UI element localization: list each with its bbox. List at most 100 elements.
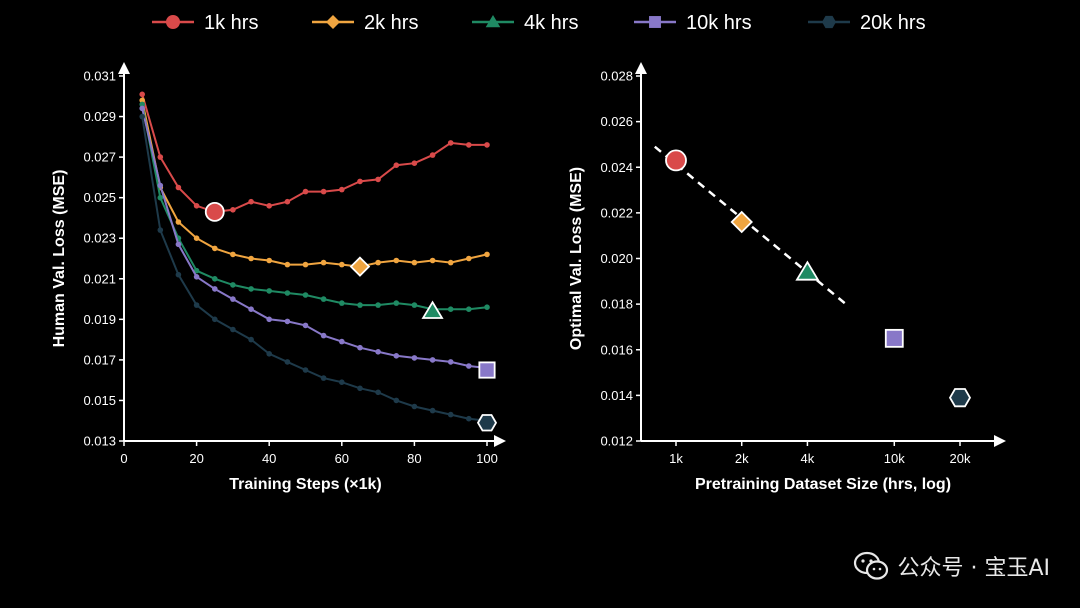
y-tick-label: 0.026 [600, 114, 633, 129]
data-point [320, 296, 327, 302]
data-point [284, 290, 291, 296]
data-point [157, 154, 164, 160]
y-tick-label: 0.017 [83, 352, 116, 367]
data-point [429, 407, 436, 414]
data-point [230, 282, 236, 288]
x-tick-label: 10k [884, 451, 905, 466]
y-tick-label: 0.023 [83, 231, 116, 246]
data-point [411, 259, 418, 266]
data-point [212, 276, 218, 282]
data-point [447, 411, 454, 418]
circle-icon [166, 15, 180, 29]
data-point [230, 296, 236, 302]
y-tick-label: 0.024 [600, 160, 633, 175]
data-point [320, 259, 327, 266]
chart-optimal-loss: 0.012 0.014 0.016 0.018 0.020 0.022 0.024 0.026… [568, 62, 1006, 493]
data-point [484, 304, 490, 311]
x-tick-label: 80 [407, 451, 421, 466]
legend-label: 4k hrs [524, 12, 578, 34]
data-point [411, 355, 418, 361]
data-point [175, 219, 182, 225]
optimum-marker [204, 201, 225, 222]
data-point [302, 261, 309, 268]
data-point [139, 101, 145, 108]
data-point [230, 251, 236, 258]
x-tick-label: 40 [262, 451, 276, 466]
x-axis-arrow [494, 435, 506, 447]
data-point [175, 241, 182, 248]
legend: 1k hrs 2k hrs 4k hrs 10k hrs 20k hrs [152, 12, 926, 34]
data-point [466, 306, 472, 313]
data-point [466, 142, 472, 148]
data-point [320, 375, 327, 381]
optimum-marker [478, 361, 496, 379]
data-point [429, 152, 436, 158]
optimum-marker [476, 414, 498, 432]
series-1k-hrs [139, 91, 490, 222]
data-point [447, 306, 454, 313]
data-point [411, 302, 418, 308]
x-axis-title: Training Steps (×1k) [229, 476, 381, 493]
data-point [429, 357, 436, 363]
y-tick-label: 0.020 [600, 251, 633, 266]
data-point [411, 403, 418, 410]
x-tick-label: 100 [476, 451, 498, 466]
data-point [375, 176, 381, 183]
x-tick-label: 2k [735, 451, 749, 466]
y-tick-label: 0.013 [83, 434, 116, 449]
data-point [284, 359, 291, 365]
data-point [266, 257, 273, 264]
y-tick-label: 0.031 [83, 69, 116, 84]
triangle-icon [485, 15, 501, 28]
data-point [466, 363, 472, 369]
data-point [339, 186, 345, 193]
series-10k-hrs [139, 105, 496, 379]
chart-training-loss: 0.013 0.015 0.017 0.019 0.021 0.023 0.025 0.027… [51, 62, 506, 493]
data-point [230, 326, 236, 333]
y-axis-arrow [635, 62, 647, 74]
y-tick-label: 0.018 [600, 297, 633, 312]
data-point [193, 235, 200, 241]
data-point [393, 353, 400, 359]
data-point [248, 336, 254, 343]
wechat-icon [854, 551, 889, 580]
data-point [157, 227, 164, 233]
legend-item: 4k hrs [472, 12, 578, 34]
data-point [193, 267, 200, 274]
data-point [393, 257, 400, 264]
data-point [375, 302, 381, 308]
legend-item: 10k hrs [634, 12, 752, 34]
y-axis-title: Human Val. Loss (MSE) [51, 170, 68, 348]
data-point [248, 286, 254, 292]
legend-label: 2k hrs [364, 12, 418, 34]
data-point [139, 91, 145, 98]
data-point [266, 203, 273, 209]
data-point [230, 207, 236, 213]
data-point [284, 198, 291, 205]
series-line [141, 100, 488, 268]
data-point [193, 274, 200, 280]
data-point [266, 288, 273, 294]
optimum-marker [349, 256, 371, 277]
data-point [248, 306, 254, 313]
data-point [393, 300, 400, 306]
square-icon [649, 16, 661, 28]
data-point [484, 142, 490, 148]
series-4k-hrs [139, 101, 490, 319]
data-point [175, 271, 182, 278]
data-point [466, 415, 472, 422]
data-point [248, 255, 254, 262]
series-2k-hrs [139, 97, 490, 277]
series-line [141, 108, 488, 369]
x-axis-title: Pretraining Dataset Size (hrs, log) [695, 476, 951, 493]
data-point [339, 300, 345, 306]
legend-item: 20k hrs [808, 12, 926, 34]
x-tick-label: 4k [801, 451, 815, 466]
y-tick-label: 0.022 [600, 205, 633, 220]
data-point [320, 332, 327, 339]
data-point [284, 318, 291, 325]
y-tick-label: 0.028 [600, 69, 633, 84]
data-point [157, 182, 164, 189]
x-tick-label: 20 [189, 451, 203, 466]
y-tick-label: 0.025 [83, 190, 116, 205]
